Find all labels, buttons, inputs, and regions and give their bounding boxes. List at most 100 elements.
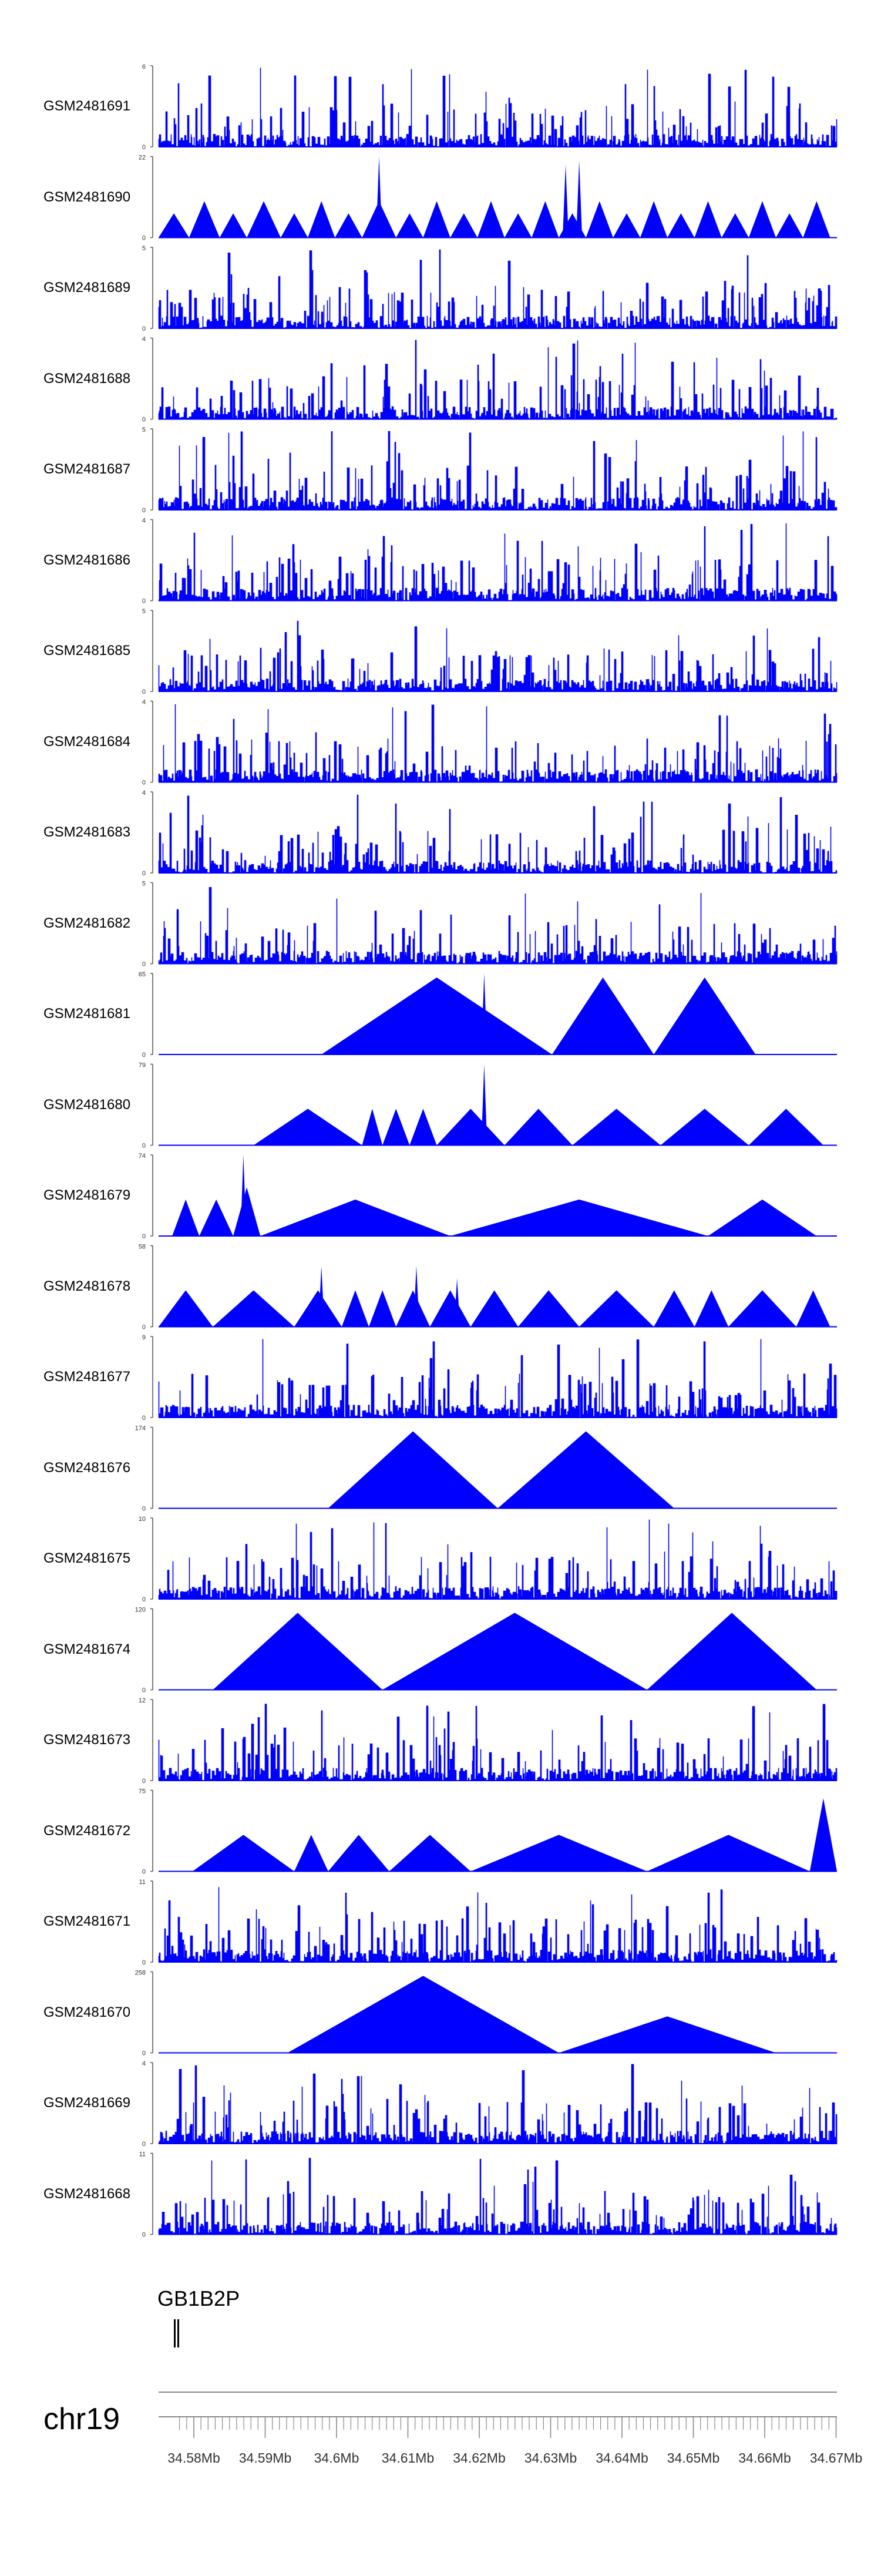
track-ymin-label: 0 (142, 1324, 146, 1331)
track-label: GSM2481689 (43, 280, 131, 295)
coverage-peak (409, 1109, 437, 1146)
coverage-peak (382, 1109, 410, 1146)
coverage-peak (328, 1835, 389, 1872)
track-ymax-label: 11 (139, 1879, 146, 1886)
track-label: GSM2481691 (43, 98, 131, 114)
track-ymin-label: 0 (142, 598, 146, 605)
coverage-peak (776, 213, 803, 238)
gene-exon (174, 2319, 176, 2347)
ruler-tick-label: 34.58Mb (167, 2450, 220, 2466)
coverage-peak (532, 201, 559, 238)
coverage-peak (728, 1290, 796, 1327)
track-ymin-label: 0 (142, 870, 146, 877)
coverage-peak (748, 1109, 823, 1146)
coverage-peak (247, 201, 281, 238)
track-ymax-label: 4 (142, 336, 146, 343)
coverage-peak (654, 1290, 695, 1327)
coverage-peak (694, 201, 722, 238)
track-ymax-label: 11 (139, 2151, 146, 2158)
track-ymin-label: 0 (142, 688, 146, 696)
track-ymin-label: 0 (142, 507, 146, 514)
ruler-tick-label: 34.62Mb (453, 2450, 506, 2466)
gene-label: GB1B2P (157, 2286, 240, 2310)
track-ymin-label: 0 (142, 417, 146, 424)
ruler-tick-label: 34.66Mb (738, 2450, 791, 2466)
ruler-tick-label: 34.65Mb (667, 2450, 720, 2466)
track-label: GSM2481685 (43, 643, 131, 659)
coverage-peak (382, 1613, 647, 1690)
coverage-peak (796, 1290, 830, 1327)
track-ymax-label: 79 (139, 1062, 146, 1069)
coverage-peak (586, 201, 613, 238)
coverage-peak (328, 1431, 498, 1509)
track-ymax-label: 22 (139, 155, 146, 162)
coverage-peak (450, 213, 478, 238)
coverage-peak (518, 1290, 580, 1327)
track-ymax-label: 120 (135, 1607, 146, 1614)
coverage-peak (396, 213, 423, 238)
coverage-peak (803, 201, 830, 238)
track-ymax-label: 5 (142, 245, 146, 252)
coverage-peak (159, 1290, 213, 1327)
track-ymin-label: 0 (142, 1687, 146, 1694)
coverage-area (158, 431, 838, 511)
coverage-area (158, 1704, 838, 1781)
coverage-spike (576, 160, 583, 238)
coverage-spike (318, 1266, 325, 1327)
coverage-peak (389, 1835, 471, 1872)
track-label: GSM2481670 (43, 2004, 131, 2020)
ruler-tick-label: 34.64Mb (596, 2450, 648, 2466)
coverage-area (158, 1519, 838, 1600)
coverage-area (158, 887, 838, 964)
track-ymax-label: 65 (139, 971, 146, 978)
track-ymin-label: 0 (142, 780, 146, 787)
coverage-peak (809, 1798, 837, 1872)
track-ymin-label: 0 (142, 1233, 146, 1240)
coverage-peak (362, 1109, 383, 1146)
coverage-peak (199, 1199, 234, 1236)
track-ymin-label: 0 (142, 1052, 146, 1059)
coverage-peak (189, 201, 220, 238)
coverage-peak (497, 1431, 674, 1509)
coverage-peak (423, 201, 450, 238)
coverage-peak (219, 213, 247, 238)
track-ymin-label: 0 (142, 1415, 146, 1422)
coverage-peak (430, 1290, 471, 1327)
coverage-area (158, 704, 838, 782)
coverage-peak (287, 1976, 559, 2053)
track-label: GSM2481674 (43, 1641, 131, 1657)
track-ymin-label: 0 (142, 1959, 146, 1966)
coverage-area (158, 1887, 838, 1963)
track-ymin-label: 0 (142, 144, 146, 151)
track-ymax-label: 10 (139, 1516, 146, 1523)
coverage-peak (748, 201, 776, 238)
ruler-tick-label: 34.61Mb (382, 2450, 435, 2466)
track-label: GSM2481688 (43, 370, 131, 387)
track-ymax-label: 5 (142, 881, 146, 888)
gene-exon (177, 2319, 179, 2347)
coverage-peak (321, 977, 552, 1054)
track-label: GSM2481680 (43, 1096, 131, 1113)
track-ymax-label: 12 (139, 1697, 146, 1704)
ruler-tick-label: 34.6Mb (314, 2450, 359, 2466)
ruler-tick-label: 34.63Mb (524, 2450, 577, 2466)
track-label: GSM2481686 (43, 552, 131, 568)
track-ymax-label: 258 (135, 1970, 146, 1977)
track-ymax-label: 6 (142, 63, 146, 70)
coverage-peak (694, 1290, 729, 1327)
track-ymax-label: 4 (142, 699, 146, 706)
coverage-peak (308, 201, 335, 238)
track-ymax-label: 4 (142, 790, 146, 797)
track-ymax-label: 174 (135, 1425, 146, 1432)
coverage-peak (559, 2016, 776, 2053)
track-ymax-label: 75 (139, 1788, 146, 1795)
track-label: GSM2481682 (43, 915, 131, 931)
coverage-peak (192, 1835, 294, 1872)
coverage-spike (240, 1155, 247, 1236)
coverage-peak (647, 1613, 817, 1690)
track-ymax-label: 74 (139, 1153, 146, 1160)
track-label: GSM2481681 (43, 1006, 131, 1022)
track-ymin-label: 0 (142, 235, 146, 242)
